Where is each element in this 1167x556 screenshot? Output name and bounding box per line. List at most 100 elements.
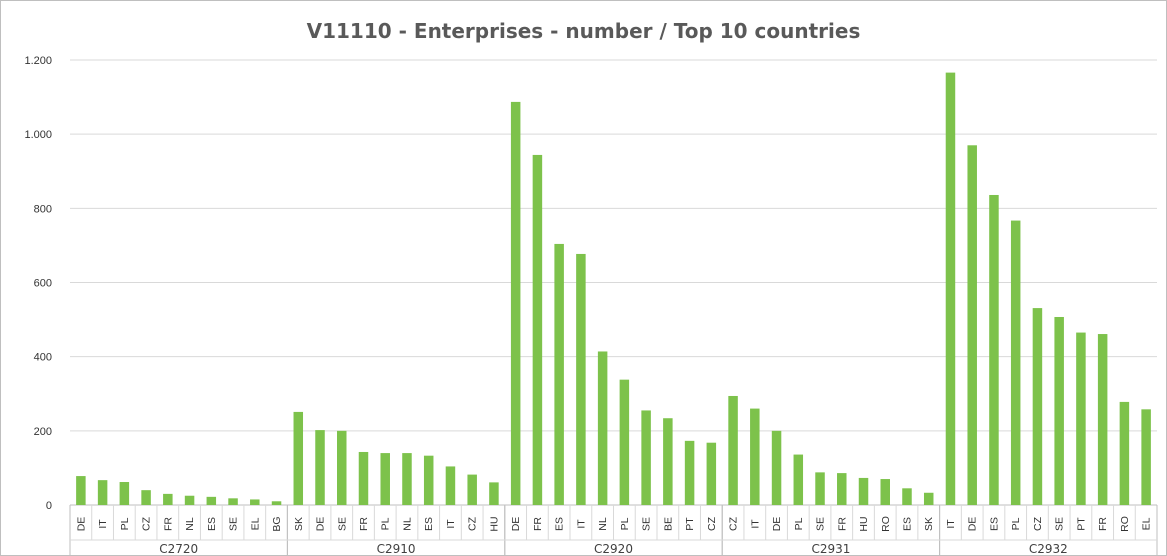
bar xyxy=(1010,220,1021,505)
x-tick-label: SE xyxy=(336,517,348,531)
bar xyxy=(1141,409,1151,505)
bar xyxy=(597,351,608,505)
bar xyxy=(771,430,782,505)
x-tick-label: PT xyxy=(684,517,696,531)
x-tick-label: NL xyxy=(184,517,196,531)
x-tick-label: PL xyxy=(1010,517,1022,530)
x-tick-label: CZ xyxy=(467,516,479,531)
x-tick-label: DE xyxy=(967,517,979,532)
x-tick-label: BG xyxy=(271,516,283,531)
x-tick-label: CZ xyxy=(728,516,740,531)
bar xyxy=(750,408,760,505)
bar xyxy=(1119,401,1130,505)
group-label: C2920 xyxy=(594,542,633,556)
x-tick-label: ES xyxy=(901,517,913,531)
x-tick-label: BE xyxy=(662,517,674,531)
group-label: C2932 xyxy=(1029,542,1068,556)
y-tick-label: 1.000 xyxy=(24,129,52,141)
x-tick-label: HU xyxy=(858,516,870,531)
bar xyxy=(467,474,477,505)
bar xyxy=(858,477,869,505)
bar xyxy=(815,472,825,505)
y-tick-label: 400 xyxy=(34,352,52,364)
x-tick-label: FR xyxy=(358,517,370,531)
x-tick-label: IT xyxy=(945,519,957,529)
bar xyxy=(489,482,499,505)
x-tick-label: NL xyxy=(401,517,413,531)
bar xyxy=(554,243,564,505)
y-tick-label: 0 xyxy=(46,500,52,512)
bar xyxy=(358,451,369,505)
bar xyxy=(837,473,847,505)
bar xyxy=(1054,316,1064,505)
bar xyxy=(902,488,912,505)
bar xyxy=(923,492,934,505)
x-tick-label: SE xyxy=(641,517,653,531)
x-tick-label: PL xyxy=(380,517,392,530)
bar xyxy=(293,411,304,505)
bar xyxy=(1097,334,1108,505)
x-tick-label: SE xyxy=(815,517,827,531)
x-tick-label: SK xyxy=(923,517,935,531)
bar xyxy=(97,480,108,505)
x-tick-label: IT xyxy=(575,519,587,529)
x-tick-label: PL xyxy=(119,517,131,530)
bar xyxy=(793,454,804,505)
bar xyxy=(1076,332,1086,505)
x-tick-label: IT xyxy=(97,519,109,529)
x-tick-label: SK xyxy=(293,517,305,531)
bar xyxy=(706,442,717,505)
x-tick-label: SE xyxy=(1054,517,1066,531)
bar xyxy=(510,101,521,505)
bar xyxy=(228,498,238,505)
bar xyxy=(76,476,86,505)
x-tick-label: ES xyxy=(206,517,218,531)
bar xyxy=(445,466,456,505)
bar xyxy=(619,379,630,505)
bar xyxy=(1032,308,1043,505)
bar xyxy=(119,482,130,505)
bar xyxy=(967,145,977,505)
bar xyxy=(250,499,260,505)
x-tick-label: PT xyxy=(1075,517,1087,531)
x-tick-label: ES xyxy=(423,517,435,531)
x-tick-label: FR xyxy=(836,517,848,531)
x-tick-label: FR xyxy=(532,517,544,531)
group-label: C2910 xyxy=(377,542,416,556)
bar xyxy=(641,410,651,505)
x-tick-label: PL xyxy=(619,517,631,530)
x-tick-label: CZ xyxy=(706,516,718,531)
bar xyxy=(663,418,673,505)
x-tick-label: IT xyxy=(445,519,457,529)
bar xyxy=(337,430,347,505)
group-label: C2931 xyxy=(811,542,850,556)
bar xyxy=(402,453,412,505)
x-tick-label: EL xyxy=(249,517,261,530)
bar xyxy=(184,495,195,505)
x-tick-label: RO xyxy=(880,516,892,532)
x-tick-label: CZ xyxy=(141,516,153,531)
x-tick-label: ES xyxy=(554,517,566,531)
x-tick-label: HU xyxy=(488,516,500,531)
x-tick-label: DE xyxy=(75,517,87,532)
bar xyxy=(576,253,586,505)
x-tick-label: CZ xyxy=(1032,516,1044,531)
x-tick-label: NL xyxy=(597,517,609,531)
y-tick-label: 600 xyxy=(34,278,52,290)
bar xyxy=(315,430,325,505)
x-tick-label: ES xyxy=(988,517,1000,531)
bar xyxy=(380,453,390,505)
x-tick-label: FR xyxy=(162,517,174,531)
bar xyxy=(271,501,282,505)
bar xyxy=(684,440,695,505)
bar xyxy=(945,72,956,505)
x-tick-label: DE xyxy=(510,517,522,532)
y-tick-label: 800 xyxy=(34,203,52,215)
x-tick-label: PL xyxy=(793,517,805,530)
x-tick-label: DE xyxy=(315,517,327,532)
bar xyxy=(880,479,890,505)
x-tick-label: IT xyxy=(749,519,761,529)
chart-title: V11110 - Enterprises - number / Top 10 c… xyxy=(306,19,861,43)
x-tick-label: SE xyxy=(228,517,240,531)
